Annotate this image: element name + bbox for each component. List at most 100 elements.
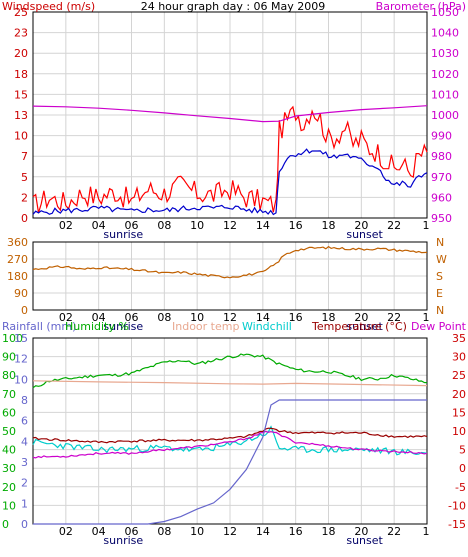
wind-direction-series [32,245,428,279]
humidity-label: Humidity % [65,320,129,333]
compass-label: N [436,236,444,249]
dir-x-tick: 02 [59,311,73,324]
wind-y-tick: 15 [14,88,28,101]
temp-y-tick: -10 [448,499,466,512]
wind-x-tick: 12 [223,219,237,232]
wind-y-tick: 10 [14,130,28,143]
humidity-y-tick: 40 [2,444,16,457]
temp-y-tick: 15 [452,406,466,419]
temp-y-tick: 25 [452,369,466,382]
temp-x-tick: 18 [322,525,336,538]
temp-y-tick: 5 [459,444,466,457]
dir-y-tick: 90 [14,287,28,300]
humidity-y-tick: 80 [2,369,16,382]
humidity-y-tick: 60 [2,406,16,419]
baro-y-tick: 1050 [431,6,459,19]
wind-y-tick: 0 [21,212,28,225]
temp-y-tick: 30 [452,351,466,364]
temp-x-tick: 04 [92,525,106,538]
dewpoint-label: Dew Point [411,320,467,333]
compass-label: S [436,270,443,283]
temp-x-tick: 1 [423,525,430,538]
dir-x-tick: 1 [423,311,430,324]
barometer-series [32,105,428,123]
rainfall-series [33,399,427,525]
dir-x-tick: 10 [190,311,204,324]
rain-y-tick: 8 [21,394,28,407]
dir-y-tick: 270 [7,253,28,266]
dir-x-tick: 04 [92,311,106,324]
temp-x-tick: 10 [190,525,204,538]
dir-panel-frame [32,241,428,311]
temp-x-tick: 08 [157,525,171,538]
wind-y-tick: 2 [21,191,28,204]
baro-y-tick: 990 [431,130,452,143]
dir-y-tick: 0 [21,304,28,317]
humidity-series [32,353,428,389]
wind-x-tick: 10 [190,219,204,232]
temp-sunset-label: sunset [346,534,383,547]
baro-y-tick: 1040 [431,27,459,40]
wind-x-tick: 06 [125,219,139,232]
wind-x-tick: 22 [387,219,401,232]
humidity-y-tick: 70 [2,388,16,401]
wind-x-tick: 02 [59,219,73,232]
dir-x-tick: 20 [354,311,368,324]
wind-sunset-label: sunset [346,228,383,241]
wind-y-tick: 20 [14,47,28,60]
temp-x-tick: 16 [289,525,303,538]
humidity-y-tick: 20 [2,481,16,494]
temperature-series [32,427,428,444]
rain-y-tick: 10 [14,373,28,386]
windchill-label: Windchill [242,320,292,333]
temp-y-tick: -15 [448,518,466,531]
dir-x-tick: 16 [289,311,303,324]
temp-x-tick: 20 [354,525,368,538]
rain-y-tick: 3 [21,456,28,469]
wind-y-tick: 25 [14,6,28,19]
dewpoint-series [32,430,428,459]
baro-axis-label: Barometer (hPa) [376,0,466,13]
humidity-y-tick: 10 [2,499,16,512]
wind-x-tick: 14 [256,219,270,232]
baro-y-tick: 980 [431,150,452,163]
wind-y-tick: 5 [21,171,28,184]
temp-y-tick: 10 [452,425,466,438]
temp-y-tick: 20 [452,388,466,401]
wind-x-tick: 16 [289,219,303,232]
wind-x-tick: 20 [354,219,368,232]
wind-y-tick: 23 [14,27,28,40]
humidity-y-tick: 100 [2,332,23,345]
humidity-y-tick: 0 [2,518,9,531]
rain-y-tick: 4 [21,435,28,448]
humidity-y-tick: 50 [2,425,16,438]
baro-y-tick: 960 [431,191,452,204]
wind-x-tick: 04 [92,219,106,232]
humidity-y-tick: 90 [2,351,16,364]
wind-x-tick: 18 [322,219,336,232]
indoor-temp-label: Indoor temp [172,320,239,333]
wind-x-tick: 08 [157,219,171,232]
baro-y-tick: 1000 [431,109,459,122]
dir-x-tick: 14 [256,311,270,324]
temp-x-tick: 06 [125,525,139,538]
temp-x-tick: 02 [59,525,73,538]
dir-sunset-label: sunset [346,320,383,333]
baro-y-tick: 950 [431,212,452,225]
rain-y-tick: 6 [21,415,28,428]
dir-x-tick: 08 [157,311,171,324]
chart-title: 24 hour graph day : 06 May 2009 [141,0,326,13]
temp-x-tick: 14 [256,525,270,538]
temp-sunrise-label: sunrise [103,534,143,547]
temperature-label: Temperature (°C) [311,320,407,333]
temp-x-tick: 12 [223,525,237,538]
temp-y-tick: -5 [455,481,466,494]
wind-y-tick: 18 [14,68,28,81]
dir-y-tick: 360 [7,236,28,249]
indoor-temp-series [32,380,428,387]
dir-y-tick: 180 [7,270,28,283]
wind-y-tick: 7 [21,150,28,163]
wind-sunrise-label: sunrise [103,228,143,241]
wind-x-tick: 1 [423,219,430,232]
